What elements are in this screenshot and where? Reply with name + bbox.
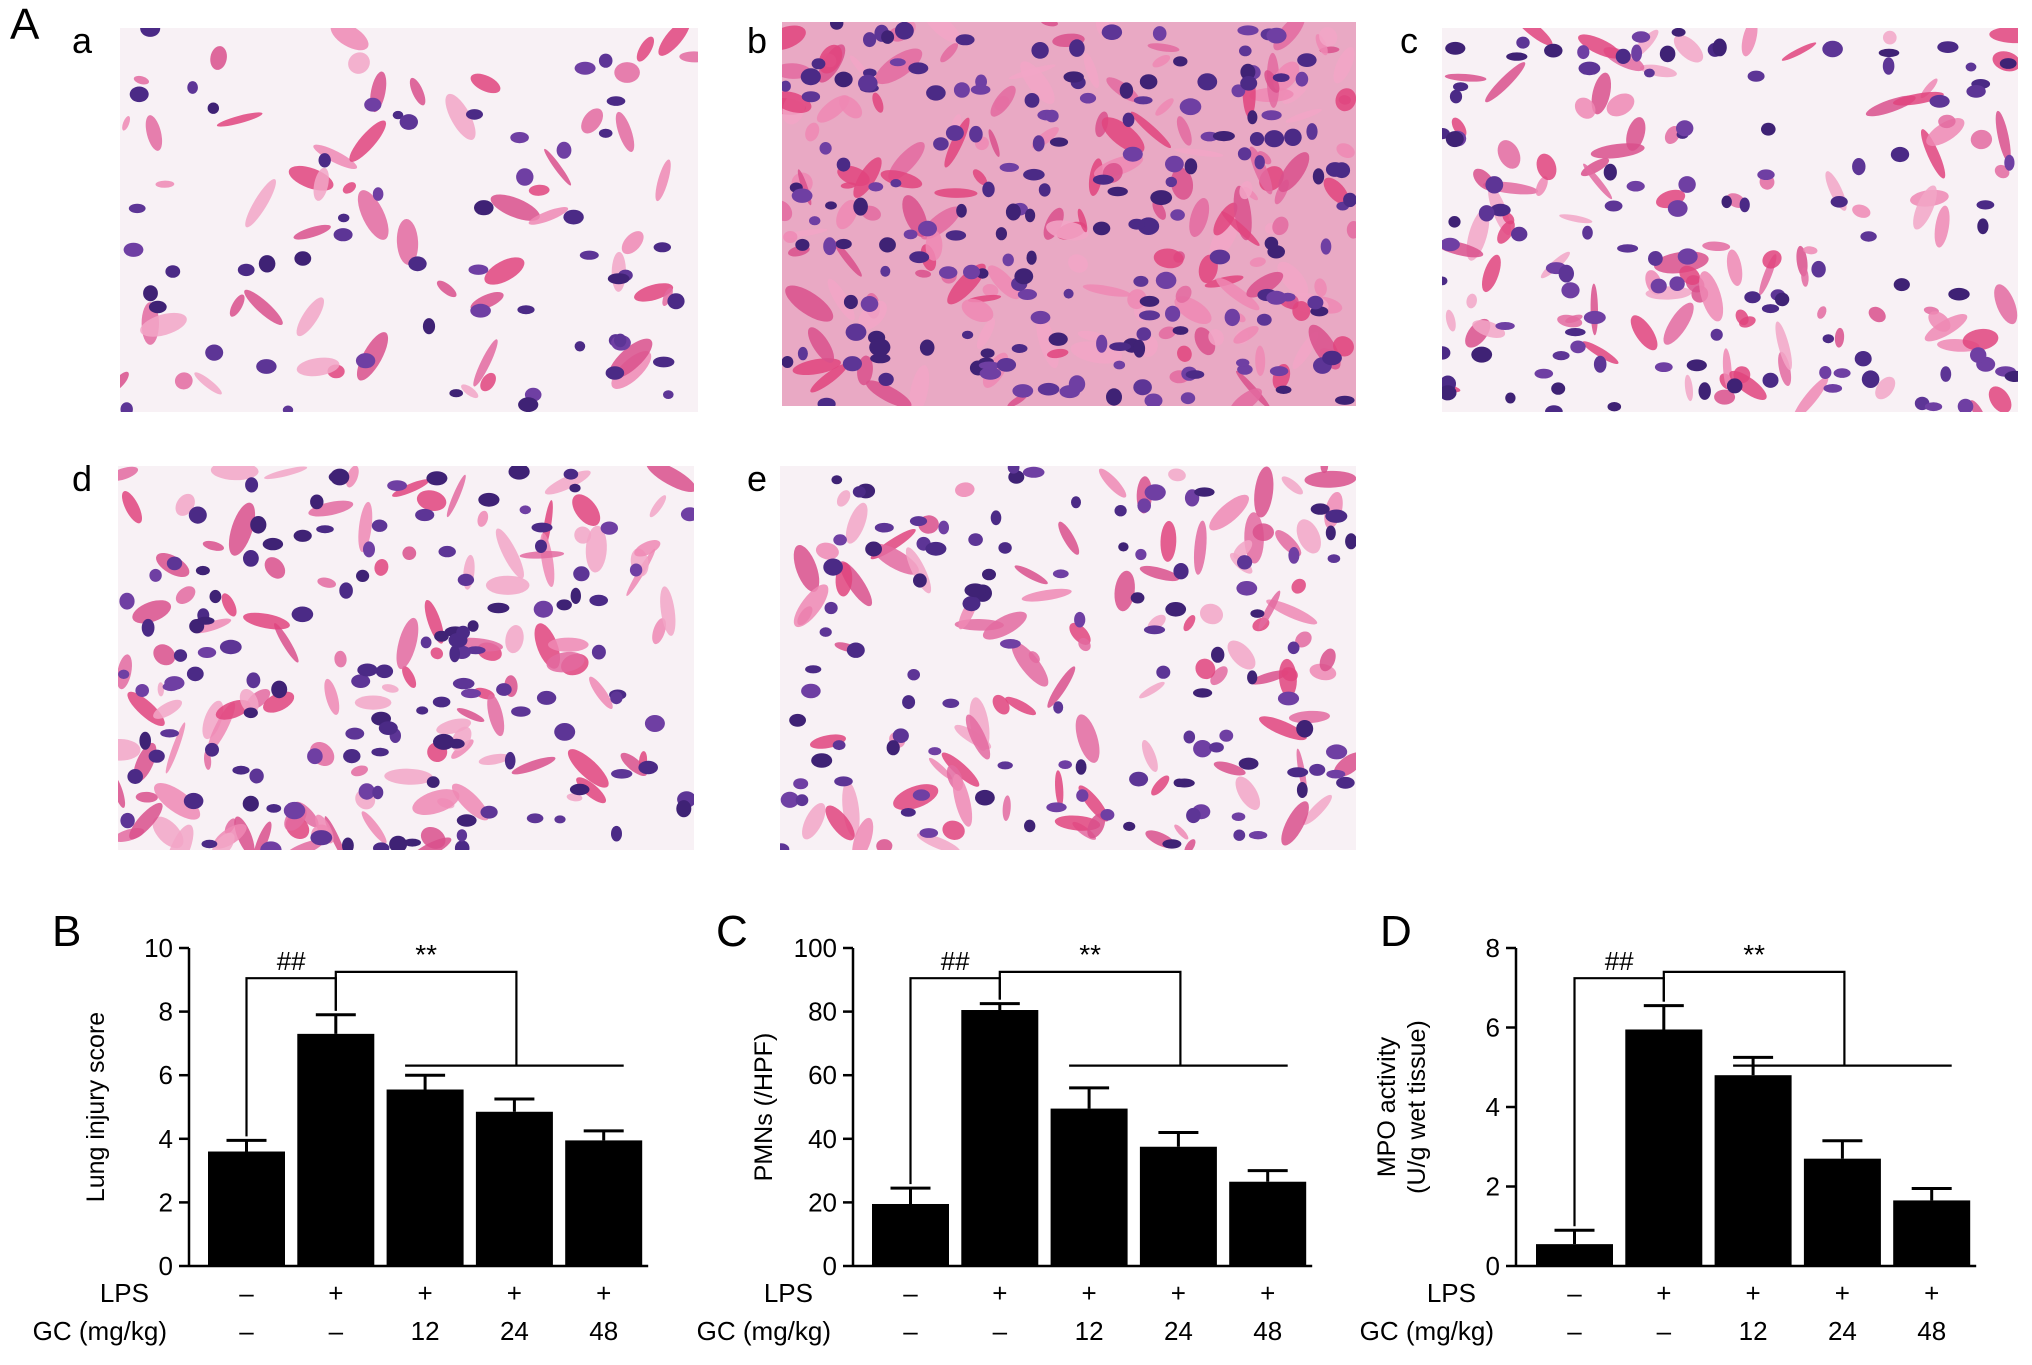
y-tick-label-c: 80 bbox=[808, 997, 837, 1027]
lps-cell-b-4: + bbox=[596, 1278, 611, 1308]
gc-cell-b-2: 12 bbox=[411, 1316, 440, 1346]
lps-cell-b-1: + bbox=[328, 1278, 343, 1308]
y-tick-label-b: 8 bbox=[159, 997, 173, 1027]
gc-cell-d-3: 24 bbox=[1828, 1316, 1857, 1346]
micrograph-label-a: a bbox=[72, 20, 93, 61]
bar-b-1 bbox=[297, 1033, 375, 1266]
y-axis-label-c: PMNs (/HPF) bbox=[750, 1033, 778, 1182]
lps-cell-c-2: + bbox=[1082, 1278, 1097, 1308]
bracket-stars-d bbox=[1662, 970, 1846, 1066]
bar-c-4 bbox=[1229, 1181, 1307, 1266]
panel-label-b: B bbox=[52, 907, 81, 956]
lps-cell-c-4: + bbox=[1260, 1278, 1275, 1308]
panel-label-d: D bbox=[1380, 907, 1412, 956]
row-label-gc-d: GC (mg/kg) bbox=[1360, 1316, 1494, 1346]
bar-d-1 bbox=[1625, 1029, 1703, 1266]
bar-d-0 bbox=[1536, 1244, 1613, 1266]
y-tick-label-b: 0 bbox=[159, 1251, 173, 1281]
row-label-gc-c: GC (mg/kg) bbox=[697, 1316, 831, 1346]
micrograph-b bbox=[782, 22, 1356, 406]
bar-b-0 bbox=[208, 1151, 285, 1266]
bar-c-1 bbox=[961, 1010, 1039, 1266]
lps-cell-c-3: + bbox=[1171, 1278, 1186, 1308]
y-tick-label-d: 2 bbox=[1486, 1172, 1500, 1202]
lps-cell-b-0: – bbox=[239, 1278, 254, 1308]
micrograph-label-b: b bbox=[747, 20, 768, 61]
bracket-stars-c bbox=[998, 970, 1182, 1066]
gc-cell-b-0: – bbox=[239, 1316, 254, 1346]
gc-cell-c-4: 48 bbox=[1253, 1316, 1282, 1346]
row-label-lps-b: LPS bbox=[100, 1278, 149, 1308]
y-axis-label-d: MPO activity bbox=[1373, 1036, 1401, 1177]
lps-cell-d-0: – bbox=[1567, 1278, 1582, 1308]
annotation-stars-d: ** bbox=[1743, 939, 1765, 970]
lps-cell-c-1: + bbox=[992, 1278, 1007, 1308]
y-tick-label-b: 2 bbox=[159, 1187, 173, 1217]
y-tick-label-d: 6 bbox=[1486, 1013, 1500, 1043]
y-tick-label-b: 6 bbox=[159, 1060, 173, 1090]
bar-b-2 bbox=[386, 1089, 464, 1266]
y-tick-label-d: 8 bbox=[1486, 933, 1500, 963]
annotation-stars-b: ** bbox=[415, 939, 437, 970]
gc-cell-c-0: – bbox=[903, 1316, 918, 1346]
bar-b-3 bbox=[475, 1111, 553, 1266]
y-tick-label-d: 0 bbox=[1486, 1251, 1500, 1281]
annotation-hash-d: ## bbox=[1605, 946, 1634, 976]
gc-cell-b-3: 24 bbox=[500, 1316, 529, 1346]
gc-cell-c-2: 12 bbox=[1075, 1316, 1104, 1346]
y-tick-label-c: 20 bbox=[808, 1187, 837, 1217]
micrograph-e bbox=[780, 466, 1356, 850]
y-tick-label-c: 0 bbox=[823, 1251, 837, 1281]
row-label-gc-b: GC (mg/kg) bbox=[33, 1316, 167, 1346]
gc-cell-c-3: 24 bbox=[1164, 1316, 1193, 1346]
row-label-lps-d: LPS bbox=[1427, 1278, 1476, 1308]
y-tick-label-c: 40 bbox=[808, 1124, 837, 1154]
lps-cell-d-1: + bbox=[1656, 1278, 1671, 1308]
gc-cell-c-1: – bbox=[993, 1316, 1008, 1346]
micrograph-label-d: d bbox=[72, 458, 93, 499]
panel-label-a: A bbox=[10, 0, 40, 49]
y-tick-label-b: 4 bbox=[159, 1124, 173, 1154]
lps-cell-b-2: + bbox=[418, 1278, 433, 1308]
gc-cell-b-1: – bbox=[329, 1316, 344, 1346]
annotation-hash-b: ## bbox=[277, 946, 306, 976]
y-axis-label-d: (U/g wet tissue) bbox=[1403, 1020, 1431, 1194]
lps-cell-b-3: + bbox=[507, 1278, 522, 1308]
bracket-stars-b bbox=[334, 970, 518, 1066]
annotation-stars-c: ** bbox=[1079, 939, 1101, 970]
bar-c-3 bbox=[1139, 1146, 1217, 1266]
bar-d-2 bbox=[1714, 1075, 1792, 1266]
gc-cell-d-4: 48 bbox=[1917, 1316, 1946, 1346]
panel-label-c: C bbox=[716, 907, 748, 956]
micrograph-a bbox=[120, 28, 698, 412]
annotation-hash-c: ## bbox=[941, 946, 970, 976]
y-tick-label-d: 4 bbox=[1486, 1092, 1500, 1122]
y-tick-label-c: 60 bbox=[808, 1060, 837, 1090]
gc-cell-d-1: – bbox=[1657, 1316, 1672, 1346]
bar-d-3 bbox=[1803, 1158, 1881, 1266]
y-axis-label-b: Lung injury score bbox=[82, 1012, 110, 1202]
row-label-lps-c: LPS bbox=[764, 1278, 813, 1308]
micrograph-d bbox=[118, 466, 694, 850]
bar-c-0 bbox=[872, 1203, 949, 1266]
lps-cell-d-4: + bbox=[1924, 1278, 1939, 1308]
micrograph-label-e: e bbox=[747, 458, 768, 499]
gc-cell-b-4: 48 bbox=[589, 1316, 618, 1346]
lps-cell-d-3: + bbox=[1835, 1278, 1850, 1308]
lps-cell-c-0: – bbox=[903, 1278, 918, 1308]
y-tick-label-b: 10 bbox=[144, 933, 173, 963]
micrograph-c bbox=[1442, 28, 2018, 412]
y-tick-label-c: 100 bbox=[794, 933, 837, 963]
micrograph-label-c: c bbox=[1400, 20, 1418, 61]
gc-cell-d-0: – bbox=[1567, 1316, 1582, 1346]
bar-b-4 bbox=[565, 1140, 643, 1266]
bar-c-2 bbox=[1050, 1108, 1128, 1266]
lps-cell-d-2: + bbox=[1746, 1278, 1761, 1308]
gc-cell-d-2: 12 bbox=[1739, 1316, 1768, 1346]
bar-d-4 bbox=[1893, 1200, 1971, 1266]
